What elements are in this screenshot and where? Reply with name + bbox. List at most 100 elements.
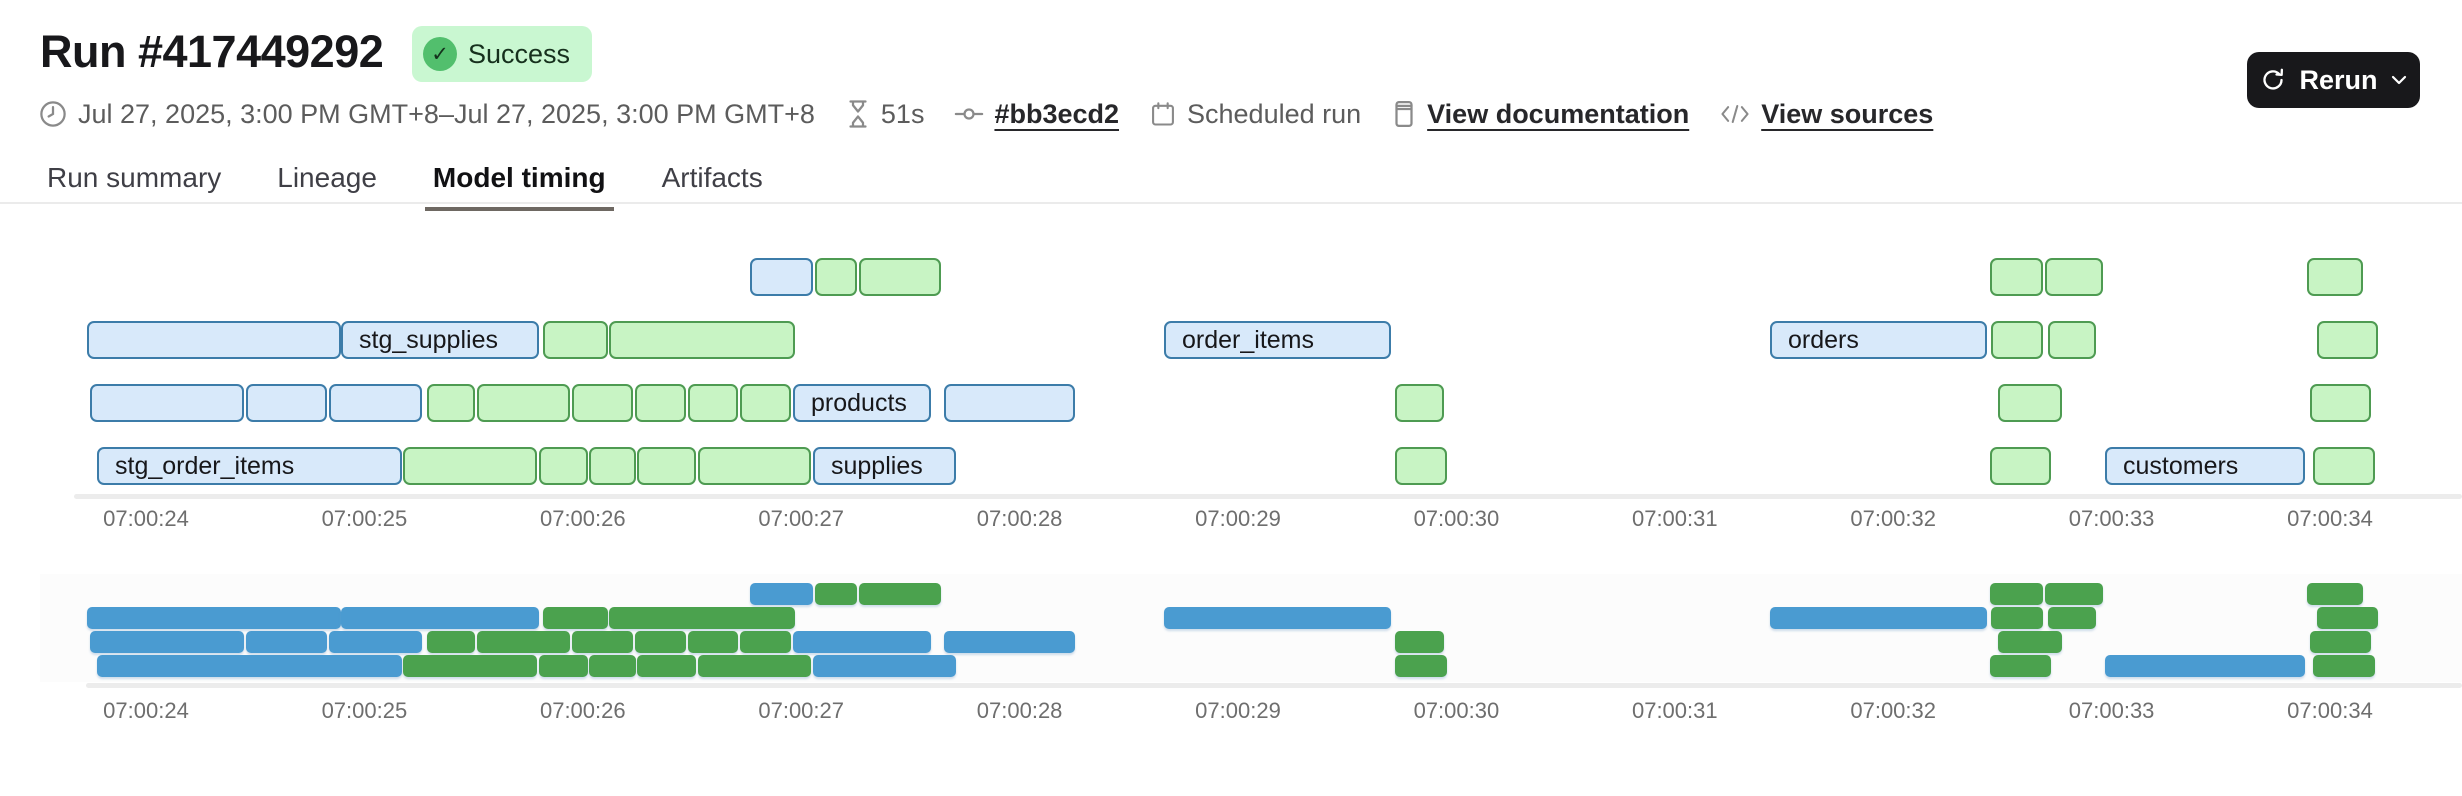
time-axis-tick: 07:00:29: [1195, 698, 1281, 723]
gantt-bar[interactable]: [1990, 447, 2051, 485]
run-dates-text: Jul 27, 2025, 3:00 PM GMT+8–Jul 27, 2025…: [78, 98, 815, 129]
run-meta-row: Jul 27, 2025, 3:00 PM GMT+8–Jul 27, 2025…: [38, 94, 1933, 134]
run-duration-text: 51s: [880, 98, 925, 129]
commit-ref: #bb3ecd2: [954, 99, 1119, 130]
gantt-bar[interactable]: [1990, 258, 2043, 296]
gantt-bar-label: supplies: [831, 451, 923, 480]
commit-link[interactable]: #bb3ecd2: [994, 98, 1120, 129]
time-axis-tick: 07:00:33: [2068, 698, 2155, 723]
gantt-bar-label: stg_order_items: [115, 451, 295, 480]
gantt-bar[interactable]: [2313, 447, 2375, 485]
gantt-bar[interactable]: [477, 384, 570, 422]
time-axis-tick: 07:00:30: [1413, 506, 1500, 531]
time-axis-tick: 07:00:27: [758, 506, 845, 531]
gantt-bar-order_items[interactable]: order_items: [1164, 321, 1391, 359]
git-commit-icon: [955, 108, 984, 120]
gantt-bar-products[interactable]: products: [793, 384, 931, 422]
gantt-bar[interactable]: [246, 384, 327, 422]
tab-lineage[interactable]: Lineage: [277, 162, 377, 193]
gantt-bar[interactable]: [1998, 384, 2062, 422]
gantt-bar[interactable]: [427, 384, 475, 422]
time-axis-tick: 07:00:26: [539, 506, 626, 531]
gantt-bar[interactable]: [2045, 258, 2103, 296]
gantt-bar[interactable]: [635, 384, 686, 422]
journal-icon: [1395, 101, 1413, 127]
rerun-button[interactable]: Rerun: [2247, 52, 2420, 108]
time-axis-tick: 07:00:30: [1413, 698, 1500, 723]
code-icon: [1721, 104, 1749, 124]
time-axis-tick: 07:00:34: [2287, 506, 2373, 531]
gantt-bar[interactable]: [2048, 321, 2096, 359]
chevron-down-icon: [2391, 75, 2406, 85]
gantt-bar[interactable]: [688, 384, 738, 422]
gantt-bar-orders[interactable]: orders: [1770, 321, 1987, 359]
gantt-bar-supplies[interactable]: supplies: [813, 447, 956, 485]
gantt-bar-label: products: [811, 388, 907, 417]
gantt-bar[interactable]: [2307, 258, 2363, 296]
tab-run-summary[interactable]: Run summary: [47, 162, 222, 193]
gantt-bar[interactable]: [1395, 384, 1444, 422]
time-axis-tick: 07:00:33: [2068, 506, 2155, 531]
gantt-bar-customers[interactable]: customers: [2105, 447, 2305, 485]
time-axis-tick: 07:00:28: [976, 506, 1063, 531]
time-axis-tick: 07:00:34: [2287, 698, 2373, 723]
time-axis-line: [86, 683, 2462, 688]
status-badge-label: Success: [468, 38, 571, 69]
gantt-bar[interactable]: [609, 321, 795, 359]
gantt-bar-label: orders: [1788, 325, 1859, 354]
gantt-bar[interactable]: [543, 321, 608, 359]
gantt-bar[interactable]: [859, 258, 941, 296]
time-axis-tick: 07:00:24: [103, 506, 189, 531]
view-sources-link[interactable]: View sources: [1761, 98, 1934, 129]
view-documentation-link[interactable]: View documentation: [1427, 98, 1690, 129]
gantt-bar[interactable]: [403, 447, 537, 485]
tab-artifacts[interactable]: Artifacts: [661, 162, 763, 193]
time-axis-tick: 07:00:28: [976, 698, 1063, 723]
view-documentation: View documentation: [1391, 99, 1689, 130]
time-axis-tick: 07:00:24: [103, 698, 189, 723]
gantt-bar-stg_supplies[interactable]: stg_supplies: [341, 321, 539, 359]
gantt-bar[interactable]: [2317, 321, 2378, 359]
success-check-icon: ✓: [423, 37, 457, 71]
view-sources: View sources: [1719, 99, 1933, 130]
time-axis-tick: 07:00:31: [1631, 506, 1718, 531]
run-duration: 51s: [845, 98, 925, 130]
time-axis-tick: 07:00:25: [321, 698, 408, 723]
run-trigger: Scheduled run: [1149, 99, 1361, 130]
time-axis-tick: 07:00:27: [758, 698, 845, 723]
gantt-bar[interactable]: [2310, 384, 2371, 422]
tabs-divider: [0, 202, 2462, 204]
gantt-bar[interactable]: [539, 447, 588, 485]
refresh-icon: [2263, 68, 2284, 90]
gantt-bar[interactable]: [572, 384, 633, 422]
tab-bar: Run summary Lineage Model timing Artifacts: [39, 162, 771, 211]
gantt-bar[interactable]: [698, 447, 811, 485]
gantt-bar[interactable]: [589, 447, 636, 485]
gantt-bar[interactable]: [329, 384, 422, 422]
gantt-bar[interactable]: [1991, 321, 2043, 359]
hourglass-icon: [849, 100, 867, 128]
timing-minimap-panel: [40, 574, 2462, 682]
gantt-bar[interactable]: [1395, 447, 1447, 485]
time-axis-tick: 07:00:32: [1850, 698, 1937, 723]
tab-model-timing[interactable]: Model timing: [424, 162, 614, 211]
gantt-bar-label: stg_supplies: [359, 325, 498, 354]
status-badge: ✓ Success: [412, 26, 593, 82]
gantt-bar[interactable]: [740, 384, 791, 422]
gantt-bar[interactable]: [87, 321, 341, 359]
page-title: Run #417449292: [40, 26, 384, 77]
time-axis-tick: 07:00:26: [539, 698, 626, 723]
gantt-bar[interactable]: [944, 384, 1075, 422]
calendar-icon: [1152, 102, 1174, 126]
rerun-button-label: Rerun: [2299, 64, 2378, 95]
time-axis-tick: 07:00:31: [1631, 698, 1718, 723]
time-axis-line: [74, 494, 2462, 499]
gantt-bar[interactable]: [750, 258, 813, 296]
gantt-bar-stg_order_items[interactable]: stg_order_items: [97, 447, 402, 485]
run-trigger-text: Scheduled run: [1187, 98, 1362, 129]
time-axis-tick: 07:00:32: [1850, 506, 1937, 531]
gantt-bar[interactable]: [637, 447, 696, 485]
gantt-bar[interactable]: [815, 258, 857, 296]
gantt-bar[interactable]: [90, 384, 244, 422]
